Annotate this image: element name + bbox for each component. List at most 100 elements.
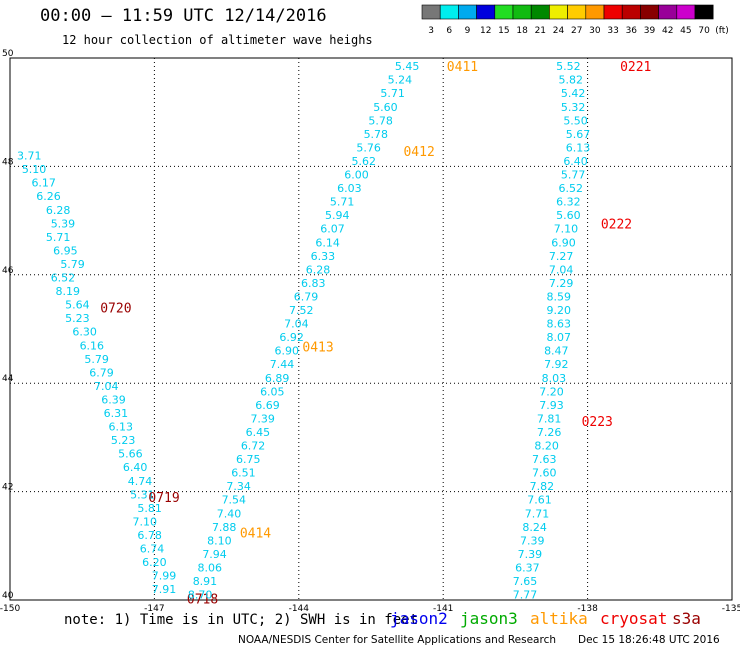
legend-tick-label: 42 bbox=[662, 26, 673, 36]
x-tick-label: -135 bbox=[722, 604, 740, 614]
wave-height-value: 7.92 bbox=[544, 358, 569, 371]
wave-height-value: 8.20 bbox=[534, 440, 559, 453]
wave-height-value: 6.16 bbox=[80, 339, 105, 352]
wave-height-value: 5.42 bbox=[561, 87, 586, 100]
legend-tick-label: 70 bbox=[698, 26, 710, 36]
wave-height-value: 7.77 bbox=[513, 589, 538, 602]
wave-height-value: 5.71 bbox=[330, 196, 355, 209]
wave-height-value: 8.06 bbox=[198, 561, 223, 574]
legend-tick-label: 3 bbox=[428, 26, 434, 36]
wave-height-value: 6.95 bbox=[53, 244, 78, 257]
pass-time-label: 0411 bbox=[447, 60, 478, 75]
wave-height-value: 7.54 bbox=[222, 494, 247, 507]
wave-height-value: 7.88 bbox=[212, 521, 237, 534]
generated-timestamp: Dec 15 18:26:48 UTC 2016 bbox=[578, 634, 720, 646]
wave-height-value: 6.79 bbox=[89, 366, 114, 379]
wave-height-value: 6.75 bbox=[236, 453, 261, 466]
wave-height-value: 7.27 bbox=[549, 250, 574, 263]
page-title: 00:00 — 11:59 UTC 12/14/2016 bbox=[40, 6, 327, 26]
wave-height-value: 8.47 bbox=[544, 345, 569, 358]
legend-tick-label: 18 bbox=[516, 26, 528, 36]
wave-height-value: 6.74 bbox=[140, 543, 165, 556]
wave-height-value: 6.00 bbox=[344, 169, 369, 182]
wave-height-value: 5.67 bbox=[566, 128, 591, 141]
wave-height-value: 7.65 bbox=[513, 575, 538, 588]
wave-height-value: 7.44 bbox=[270, 358, 295, 371]
wave-height-value: 7.99 bbox=[152, 570, 177, 583]
wave-height-value: 5.60 bbox=[556, 209, 581, 222]
y-tick-label: 46 bbox=[2, 266, 14, 276]
wave-height-value: 5.66 bbox=[118, 448, 143, 461]
pass-time-label: 0222 bbox=[601, 217, 632, 232]
legend-tick-label: 12 bbox=[480, 26, 491, 36]
wave-height-value: 6.31 bbox=[104, 407, 129, 420]
y-tick-label: 50 bbox=[2, 49, 14, 59]
wave-height-value: 5.71 bbox=[380, 87, 405, 100]
wave-height-value: 8.19 bbox=[56, 285, 81, 298]
wave-height-value: 7.71 bbox=[525, 507, 550, 520]
wave-height-value: 7.63 bbox=[532, 453, 557, 466]
wave-height-value: 7.93 bbox=[539, 399, 564, 412]
wave-height-value: 5.23 bbox=[65, 312, 90, 325]
pass-time-label: 0221 bbox=[620, 60, 651, 75]
wave-height-value: 7.10 bbox=[554, 223, 579, 236]
wave-height-value: 5.82 bbox=[559, 74, 584, 87]
wave-height-value: 7.52 bbox=[289, 304, 314, 317]
wave-height-value: 5.50 bbox=[563, 114, 588, 127]
credit-line: NOAA/NESDIS Center for Satellite Applica… bbox=[238, 634, 556, 646]
wave-height-value: 6.92 bbox=[279, 331, 304, 344]
wave-height-value: 5.23 bbox=[111, 434, 136, 447]
wave-height-value: 6.20 bbox=[142, 556, 167, 569]
y-tick-label: 42 bbox=[2, 483, 13, 493]
mission-altika-label: altika bbox=[530, 609, 588, 628]
pass-time-label: 0718 bbox=[187, 592, 218, 607]
pass-time-label: 0412 bbox=[403, 145, 434, 160]
mission-s3a-label: s3a bbox=[672, 609, 701, 628]
wave-height-value: 6.83 bbox=[301, 277, 326, 290]
wave-height-value: 5.81 bbox=[137, 502, 162, 515]
x-tick-label: -147 bbox=[144, 604, 164, 614]
wave-height-value: 6.51 bbox=[231, 467, 256, 480]
wave-height-value: 8.63 bbox=[546, 318, 571, 331]
y-tick-label: 40 bbox=[2, 591, 14, 601]
wave-height-value: 7.04 bbox=[549, 263, 574, 276]
x-tick-label: -150 bbox=[0, 604, 20, 614]
pass-time-label: 0720 bbox=[100, 301, 131, 316]
wave-height-value: 6.13 bbox=[566, 141, 591, 154]
wave-height-value: 7.04 bbox=[94, 380, 119, 393]
wave-height-value: 7.91 bbox=[152, 583, 177, 596]
wave-height-value: 6.78 bbox=[137, 529, 162, 542]
wave-height-value: 6.05 bbox=[260, 385, 285, 398]
wave-height-value: 5.94 bbox=[325, 209, 350, 222]
wave-height-value: 7.40 bbox=[217, 507, 242, 520]
wave-height-value: 6.28 bbox=[306, 263, 331, 276]
wave-height-value: 6.03 bbox=[337, 182, 362, 195]
wave-height-value: 6.52 bbox=[559, 182, 584, 195]
legend-swatch bbox=[694, 4, 714, 20]
wave-height-value: 7.60 bbox=[532, 467, 557, 480]
wave-height-value: 6.14 bbox=[315, 236, 340, 249]
wave-height-value: 6.40 bbox=[563, 155, 588, 168]
wave-height-value: 8.70 bbox=[188, 589, 213, 602]
wave-height-value: 8.10 bbox=[207, 534, 232, 547]
footer-note: note: 1) Time is in UTC; 2) SWH is in fe… bbox=[64, 612, 419, 628]
pass-time-label: 0223 bbox=[582, 415, 613, 430]
wave-height-value: 6.69 bbox=[255, 399, 280, 412]
wave-height-value: 5.31 bbox=[130, 488, 155, 501]
pass-time-label: 0414 bbox=[240, 526, 271, 541]
legend-tick-label: 21 bbox=[535, 26, 546, 36]
wave-height-value: 6.89 bbox=[265, 372, 290, 385]
legend-tick-label: 45 bbox=[680, 26, 691, 36]
wave-height-value: 5.77 bbox=[561, 169, 586, 182]
legend-tick-label: 24 bbox=[553, 26, 565, 36]
wave-height-value: 6.45 bbox=[246, 426, 271, 439]
legend-tick-label: 30 bbox=[589, 26, 601, 36]
wave-height-value: 7.29 bbox=[549, 277, 574, 290]
wave-height-value: 7.81 bbox=[537, 412, 562, 425]
wave-height-value: 6.52 bbox=[51, 272, 76, 285]
wave-height-value: 7.94 bbox=[202, 548, 227, 561]
wave-height-value: 7.34 bbox=[226, 480, 251, 493]
wave-height-value: 8.91 bbox=[193, 575, 218, 588]
y-tick-label: 48 bbox=[2, 157, 14, 167]
wave-height-value: 6.26 bbox=[36, 190, 61, 203]
